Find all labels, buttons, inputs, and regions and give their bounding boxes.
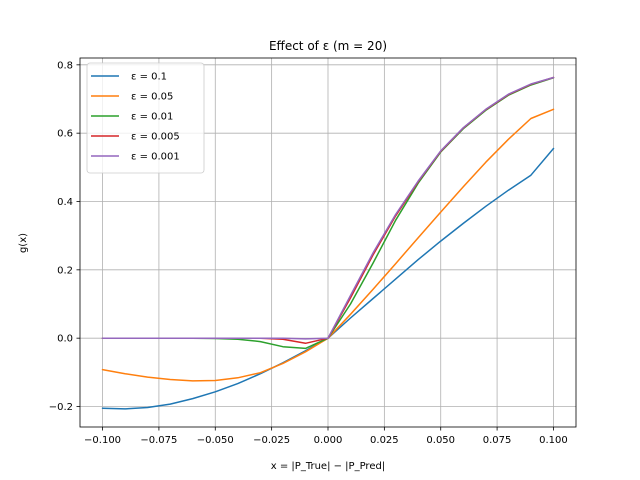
legend-box: [86, 62, 205, 174]
x-tick-label: 0.100: [539, 435, 568, 446]
y-tick-label: 0.8: [57, 60, 73, 71]
series-line: [101, 76, 555, 340]
x-tick-label: −0.025: [253, 435, 290, 446]
legend-label: ε = 0.005: [131, 132, 180, 143]
legend-label: ε = 0.01: [131, 112, 173, 123]
legend: ε = 0.1 ε = 0.05 ε = 0.01 ε = 0.005 ε = 0.00…: [86, 62, 205, 174]
y-axis-label: g(x): [18, 233, 29, 253]
x-tick-label: 0.025: [370, 435, 399, 446]
series-lines: [101, 76, 555, 410]
x-tick-label: −0.100: [84, 435, 121, 446]
x-tick-label: 0.075: [483, 435, 512, 446]
y-tick-label: 0.4: [57, 197, 73, 208]
axis-ticks: −0.100 −0.075 −0.050 −0.025 0.000 0.025 0.050 0…: [49, 60, 568, 446]
x-tick-label: 0.000: [314, 435, 343, 446]
legend-label: ε = 0.1: [131, 72, 167, 83]
y-tick-label: 0.6: [57, 129, 73, 140]
x-tick-label: −0.050: [197, 435, 234, 446]
y-tick-label: 0.2: [57, 265, 73, 276]
x-tick-label: 0.050: [426, 435, 455, 446]
x-axis-label: x = |P_True| − |P_Pred|: [271, 461, 385, 472]
x-tick-label: −0.075: [140, 435, 177, 446]
y-tick-label: −0.2: [49, 402, 73, 413]
y-tick-label: 0.0: [57, 334, 73, 345]
chart-title: Effect of ε (m = 20): [269, 39, 387, 53]
legend-label: ε = 0.05: [131, 92, 173, 103]
legend-label: ε = 0.001: [131, 152, 180, 163]
